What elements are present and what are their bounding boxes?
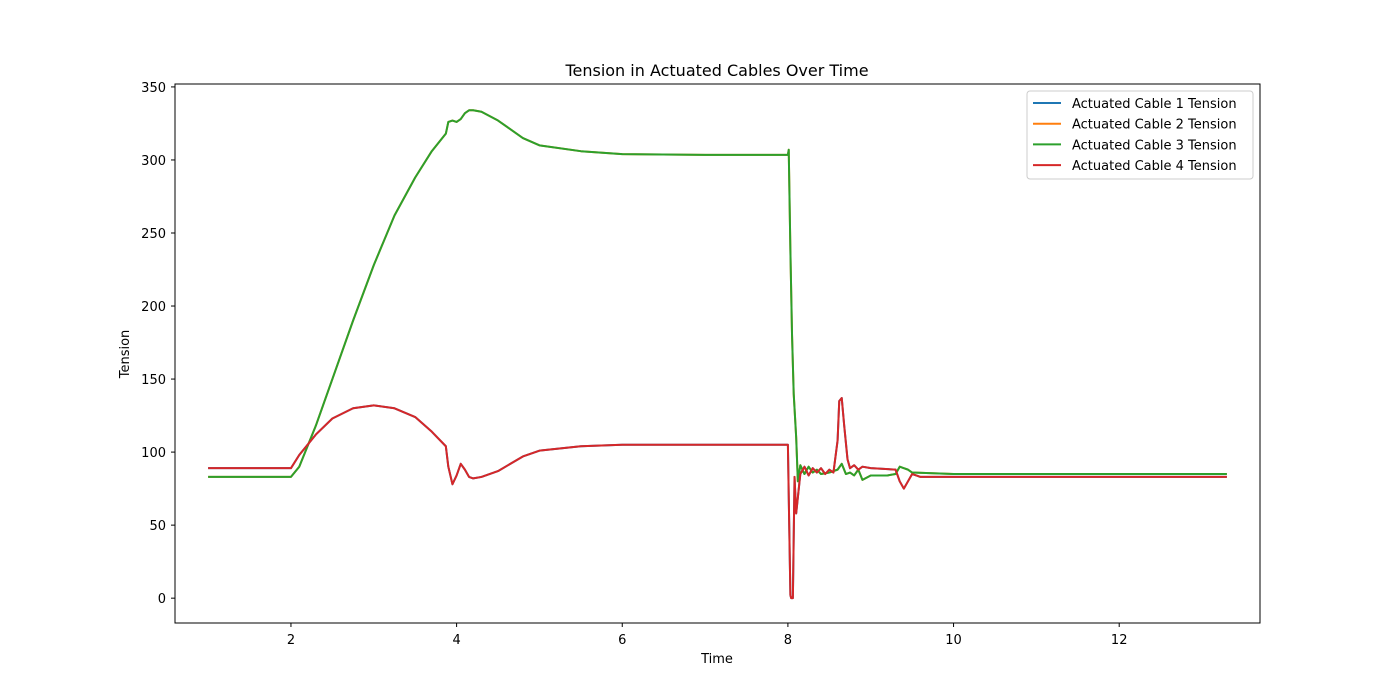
x-tick-label: 8 xyxy=(784,633,792,648)
y-tick-label: 250 xyxy=(141,227,166,242)
legend-label-1: Actuated Cable 1 Tension xyxy=(1072,97,1237,112)
x-tick-label: 6 xyxy=(618,633,626,648)
legend-label-4: Actuated Cable 4 Tension xyxy=(1072,159,1237,174)
chart-title: Tension in Actuated Cables Over Time xyxy=(564,61,868,80)
y-axis-label: Tension xyxy=(118,330,133,380)
x-tick-label: 12 xyxy=(1111,633,1128,648)
axes-frame xyxy=(174,83,1261,624)
series-line-4 xyxy=(208,397,1227,600)
y-tick-label: 300 xyxy=(141,154,166,169)
series-line-3 xyxy=(208,109,1227,483)
legend-label-2: Actuated Cable 2 Tension xyxy=(1072,118,1237,133)
x-tick-label: 10 xyxy=(945,633,962,648)
x-tick-label: 4 xyxy=(452,633,460,648)
axes: 2 4 6 8 10 12 0 50 100 150 200 250 300 350 xyxy=(141,81,1261,648)
x-tick-label: 2 xyxy=(287,633,295,648)
legend-label-3: Actuated Cable 3 Tension xyxy=(1072,138,1237,153)
legend: Actuated Cable 1 Tension Actuated Cable 2… xyxy=(1026,90,1254,180)
plot-area xyxy=(208,109,1227,600)
y-tick-label: 100 xyxy=(141,446,166,461)
y-tick-label: 0 xyxy=(158,592,166,607)
y-tick-label: 200 xyxy=(141,300,166,315)
x-axis-label: Time xyxy=(700,652,733,667)
y-tick-label: 150 xyxy=(141,373,166,388)
y-tick-label: 350 xyxy=(141,81,166,96)
legend-box xyxy=(1026,90,1254,180)
y-tick-label: 50 xyxy=(149,519,166,534)
